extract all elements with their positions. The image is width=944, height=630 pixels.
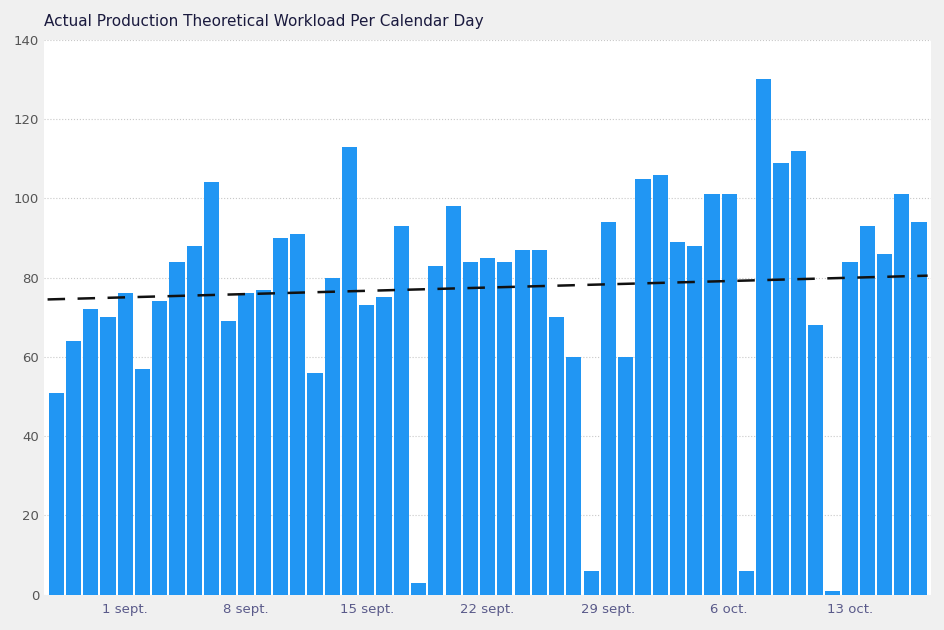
Bar — [152, 301, 167, 595]
Bar — [634, 178, 649, 595]
Bar — [548, 318, 564, 595]
Bar — [256, 290, 271, 595]
Bar — [376, 297, 391, 595]
Bar — [394, 226, 409, 595]
Bar — [83, 309, 98, 595]
Bar — [686, 246, 701, 595]
Bar — [721, 195, 736, 595]
Bar — [703, 195, 718, 595]
Bar — [238, 294, 253, 595]
Bar — [445, 206, 461, 595]
Bar — [755, 79, 770, 595]
Bar — [583, 571, 598, 595]
Bar — [617, 357, 632, 595]
Bar — [841, 262, 857, 595]
Bar — [824, 591, 839, 595]
Bar — [893, 195, 908, 595]
Bar — [859, 226, 874, 595]
Bar — [221, 321, 236, 595]
Bar — [325, 278, 340, 595]
Bar — [307, 373, 322, 595]
Bar — [48, 392, 64, 595]
Bar — [910, 222, 926, 595]
Bar — [100, 318, 115, 595]
Bar — [428, 266, 443, 595]
Text: Actual Production Theoretical Workload Per Calendar Day: Actual Production Theoretical Workload P… — [44, 14, 483, 29]
Bar — [531, 250, 547, 595]
Bar — [463, 262, 478, 595]
Bar — [738, 571, 753, 595]
Bar — [342, 147, 357, 595]
Bar — [480, 258, 495, 595]
Bar — [600, 222, 615, 595]
Bar — [187, 246, 202, 595]
Bar — [169, 262, 184, 595]
Bar — [204, 183, 219, 595]
Bar — [565, 357, 581, 595]
Bar — [273, 238, 288, 595]
Bar — [117, 294, 133, 595]
Bar — [514, 250, 530, 595]
Bar — [772, 163, 787, 595]
Bar — [790, 151, 805, 595]
Bar — [66, 341, 81, 595]
Bar — [669, 242, 684, 595]
Bar — [135, 369, 150, 595]
Bar — [876, 254, 891, 595]
Bar — [497, 262, 512, 595]
Bar — [359, 306, 374, 595]
Bar — [652, 175, 667, 595]
Bar — [807, 325, 822, 595]
Bar — [290, 234, 305, 595]
Bar — [411, 583, 426, 595]
